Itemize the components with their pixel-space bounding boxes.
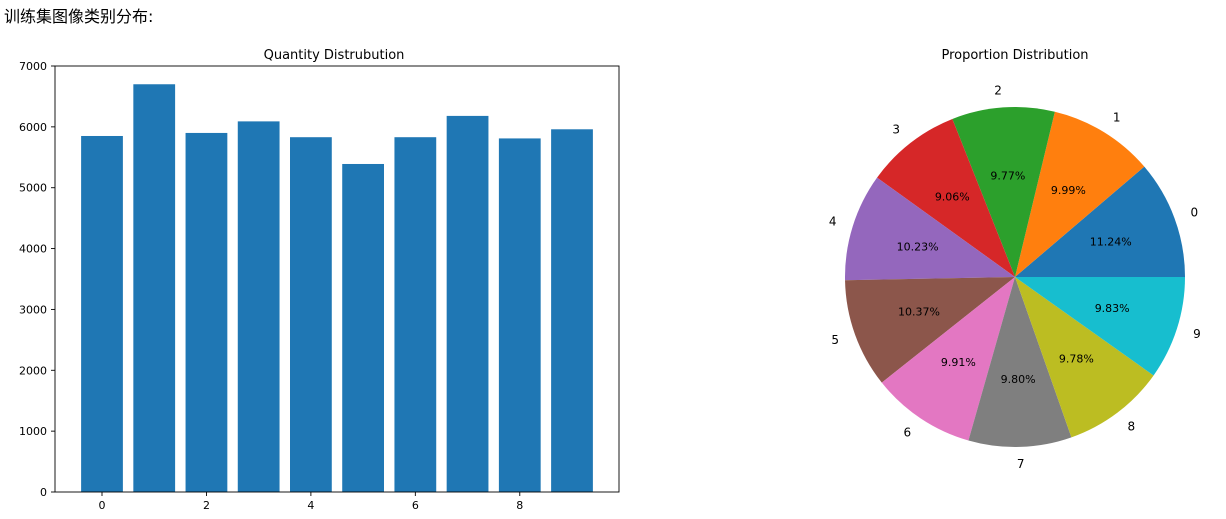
y-tick-label: 1000 (19, 425, 47, 438)
pie-slice-0 (1015, 166, 1185, 277)
pie-percent-label: 9.99% (1051, 184, 1086, 197)
pie-category-label: 8 (1128, 419, 1136, 433)
y-tick-label: 0 (40, 486, 47, 499)
pie-chart: Proportion Distribution 0 11.24% 1 9.99% 2 9.… (829, 48, 1201, 471)
x-tick-label: 8 (516, 499, 523, 512)
pie-slices (845, 106, 1185, 447)
y-axis: 0 1000 2000 3000 4000 5000 6000 7000 (19, 60, 55, 499)
y-tick-label: 6000 (19, 121, 47, 134)
x-tick-label: 2 (203, 499, 210, 512)
pie-percent-label: 9.77% (990, 169, 1025, 182)
pie-slice-8 (1015, 277, 1154, 438)
y-tick-label: 3000 (19, 303, 47, 316)
bar-8 (498, 138, 541, 493)
bar-7 (446, 115, 489, 492)
x-tick-label: 6 (412, 499, 419, 512)
pie-slice-4 (845, 177, 1015, 281)
pie-slice-9 (1015, 277, 1185, 376)
plot-frame (54, 65, 620, 493)
bar-4 (290, 137, 332, 492)
pie-category-label: 3 (892, 123, 900, 137)
y-tick-label: 5000 (19, 182, 47, 195)
pie-slice-3 (877, 118, 1015, 277)
pie-percent-label: 9.06% (935, 191, 970, 204)
pie-category-label: 2 (994, 83, 1002, 97)
pie-slice-2 (952, 106, 1055, 277)
pie-percent-label: 9.91% (941, 356, 976, 369)
pie-percent-label: 11.24% (1090, 236, 1132, 249)
bar-chart-title: Quantity Distrubution (264, 48, 405, 63)
bar-2 (185, 132, 228, 492)
bar-5 (342, 163, 384, 493)
pie-category-label: 5 (831, 333, 839, 347)
pie-category-label: 9 (1193, 327, 1201, 341)
page-caption: 训练集图像类别分布: (4, 7, 154, 26)
y-tick-label: 4000 (19, 243, 47, 256)
y-tick-label: 7000 (19, 60, 47, 73)
bar-chart: Quantity Distrubution 0 1000 2000 3000 4000 5… (19, 48, 620, 512)
pie-category-label: 4 (829, 214, 837, 228)
pie-percent-label: 10.37% (898, 305, 940, 318)
bar-6 (394, 137, 437, 492)
pie-percent-label: 9.80% (1001, 373, 1036, 386)
pie-chart-title: Proportion Distribution (941, 48, 1088, 63)
pie-labels: 0 11.24% 1 9.99% 2 9.77% 3 9.06% 4 10.23% 5 10.37% 6… (829, 83, 1201, 470)
bar-9 (551, 129, 593, 492)
x-axis: 0 2 4 6 8 (99, 492, 523, 512)
pie-category-label: 0 (1190, 205, 1198, 219)
pie-category-label: 1 (1113, 111, 1121, 125)
pie-slice-5 (845, 277, 1015, 383)
x-tick-label: 4 (307, 499, 314, 512)
bar-3 (237, 121, 280, 492)
pie-slice-1 (1015, 111, 1145, 277)
pie-category-label: 7 (1017, 457, 1025, 471)
pie-slice-7 (968, 277, 1072, 447)
bar-series (81, 84, 593, 493)
pie-category-label: 6 (903, 426, 911, 440)
pie-percent-label: 9.78% (1059, 352, 1094, 365)
y-tick-label: 2000 (19, 364, 47, 377)
bar-0 (81, 135, 123, 492)
pie-percent-label: 9.83% (1095, 302, 1130, 315)
pie-percent-label: 10.23% (897, 241, 939, 254)
x-tick-label: 0 (99, 499, 106, 512)
bar-1 (133, 84, 176, 492)
pie-slice-6 (881, 277, 1015, 441)
